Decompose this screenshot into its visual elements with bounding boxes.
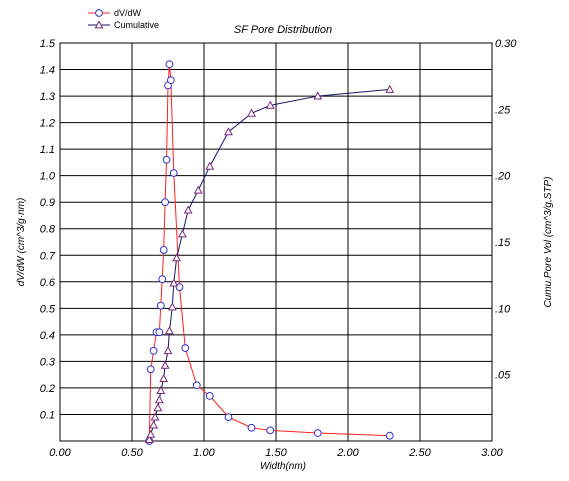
data-point-triangle — [164, 326, 174, 335]
data-point-circle — [169, 169, 178, 177]
y-left-tick-label: 0.1 — [40, 409, 55, 421]
data-point-circle — [155, 328, 164, 337]
y-left-tick-label: 1.2 — [40, 118, 55, 130]
data-point-triangle — [167, 302, 177, 311]
data-point-triangle — [224, 127, 233, 136]
y-left-tick-label: 0.4 — [40, 330, 55, 342]
x-axis-label: Width(nm) — [260, 461, 306, 472]
data-point-circle — [161, 198, 170, 207]
data-point-triangle — [247, 108, 256, 117]
y-right-tick-label: .20 — [495, 171, 511, 183]
y-left-tick-label: 0.7 — [40, 250, 56, 262]
data-point-circle — [313, 429, 322, 437]
y-axis-left-label: dV/dW (cm^3/g·nm) — [16, 198, 27, 287]
y-left-tick-label: 0.2 — [40, 383, 55, 395]
data-point-triangle — [94, 20, 104, 29]
data-point-circle — [158, 275, 167, 284]
data-point-triangle — [265, 100, 275, 109]
y-left-tick-label: 1.3 — [40, 91, 56, 103]
tick-labels: 0.00 0.50 1.00 1.50 2.00 2.50 3.00 0.1 0.2 0.3 0.4… — [40, 38, 518, 459]
data-point-circle — [149, 346, 158, 355]
data-point-triangle — [153, 403, 163, 412]
x-tick-label: 0.00 — [49, 447, 71, 459]
y-right-tick-label: .10 — [495, 303, 511, 315]
y-left-tick-label: 1.1 — [40, 144, 55, 156]
series-line — [148, 88, 390, 440]
y-left-tick-label: 0.8 — [40, 224, 56, 236]
x-tick-label: 0.50 — [121, 447, 143, 459]
data-point-circle — [192, 381, 201, 390]
data-point-triangle — [313, 91, 323, 100]
plot-frame — [59, 42, 493, 442]
chart-title: SF Pore Distribution — [234, 24, 332, 36]
series — [144, 60, 395, 445]
data-point-triangle — [183, 205, 193, 214]
y-right-tick-label: 0.30 — [495, 38, 517, 50]
series-line — [148, 64, 390, 442]
data-point-circle — [205, 391, 214, 400]
data-point-triangle — [160, 360, 170, 369]
data-point-triangle — [172, 253, 182, 262]
series-dvdw — [145, 60, 394, 445]
x-tick-label: 1.50 — [265, 447, 287, 459]
data-point-triangle — [149, 420, 159, 429]
y-left-tick-label: 0.6 — [40, 277, 56, 289]
data-point-circle — [247, 423, 256, 432]
data-point-circle — [166, 76, 175, 85]
data-point-triangle — [156, 385, 166, 394]
data-point-triangle — [154, 395, 164, 404]
data-point-triangle — [159, 374, 169, 383]
data-point-circle — [224, 413, 233, 422]
legend: dV/dW Cumulative — [88, 8, 159, 30]
y-right-tick-label: .05 — [495, 370, 511, 382]
data-point-triangle — [385, 84, 395, 93]
x-tick-label: 2.50 — [408, 447, 431, 459]
data-point-circle — [162, 155, 171, 164]
data-point-triangle — [144, 435, 154, 444]
y-right-tick-label: .15 — [495, 237, 511, 249]
y-left-tick-label: 1.0 — [40, 171, 56, 183]
legend-item: dV/dW — [88, 8, 142, 18]
data-point-circle — [156, 301, 165, 310]
y-left-tick-label: 1.5 — [40, 38, 56, 50]
data-point-circle — [385, 431, 394, 440]
data-point-circle — [175, 283, 184, 292]
series-cumulative — [144, 84, 395, 444]
y-left-tick-label: 1.4 — [40, 65, 55, 77]
legend-label: dV/dW — [114, 8, 142, 18]
x-tick-label: 3.00 — [481, 447, 503, 459]
x-tick-label: 2.00 — [336, 447, 359, 459]
legend-label: Cumulative — [114, 20, 159, 30]
y-right-tick-label: .25 — [495, 104, 511, 116]
y-left-tick-label: 0.5 — [40, 303, 56, 315]
data-point-triangle — [150, 412, 160, 421]
y-axis-right-label: Cumu.Pore Vol (cm^3/g,STP) — [543, 176, 554, 307]
data-point-circle — [266, 426, 275, 435]
data-point-circle — [95, 9, 103, 17]
grid — [59, 42, 493, 441]
data-point-triangle — [193, 185, 203, 194]
data-point-circle — [165, 60, 174, 69]
y-left-tick-label: 0.9 — [40, 197, 55, 209]
data-point-triangle — [163, 346, 173, 355]
data-point-circle — [181, 344, 190, 353]
data-point-circle — [146, 365, 155, 374]
data-point-triangle — [146, 429, 156, 438]
data-point-triangle — [169, 278, 179, 287]
x-tick-label: 1.00 — [193, 447, 215, 459]
data-point-triangle — [177, 229, 187, 238]
y-left-tick-label: 0.3 — [40, 356, 56, 368]
data-point-triangle — [205, 161, 215, 170]
data-point-circle — [159, 246, 168, 254]
legend-item: Cumulative — [88, 20, 159, 30]
